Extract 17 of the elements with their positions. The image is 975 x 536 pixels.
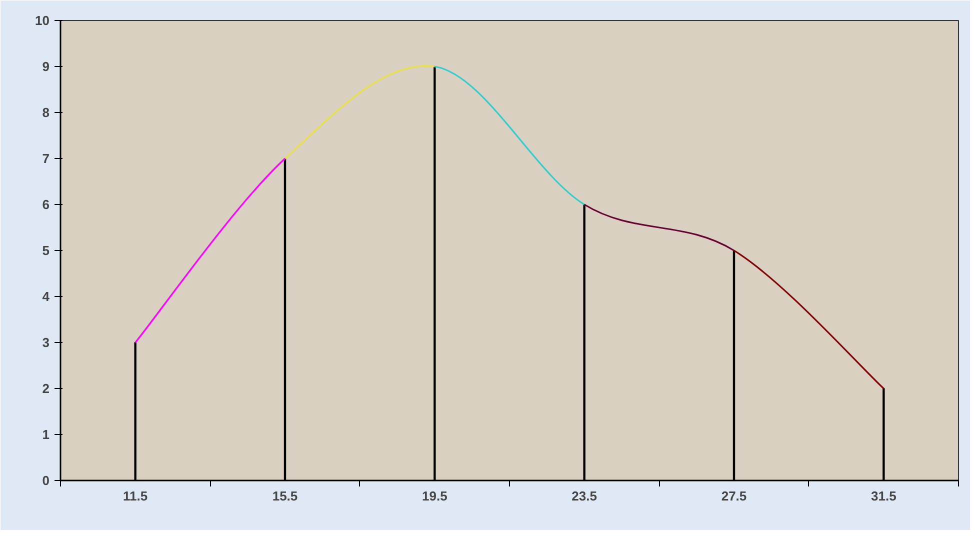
x-tick-label: 19.5	[422, 488, 448, 504]
y-tick-label: 7	[42, 151, 50, 166]
y-tick-label: 8	[42, 105, 50, 120]
y-tick-label: 6	[42, 197, 50, 212]
y-tick-label: 10	[35, 13, 50, 28]
x-tick-label: 11.5	[123, 488, 148, 504]
y-tick-label: 9	[42, 59, 50, 74]
x-tick-label: 27.5	[721, 488, 747, 504]
x-tick-label: 15.5	[272, 488, 298, 504]
y-tick-label: 5	[42, 243, 50, 258]
y-tick-label: 3	[42, 335, 50, 350]
y-tick-label: 2	[42, 381, 50, 396]
y-tick-label: 1	[42, 427, 50, 442]
y-tick-label: 4	[42, 289, 50, 304]
y-tick-label: 0	[42, 473, 50, 488]
x-tick-label: 31.5	[871, 488, 896, 504]
x-tick-label: 23.5	[572, 488, 597, 504]
